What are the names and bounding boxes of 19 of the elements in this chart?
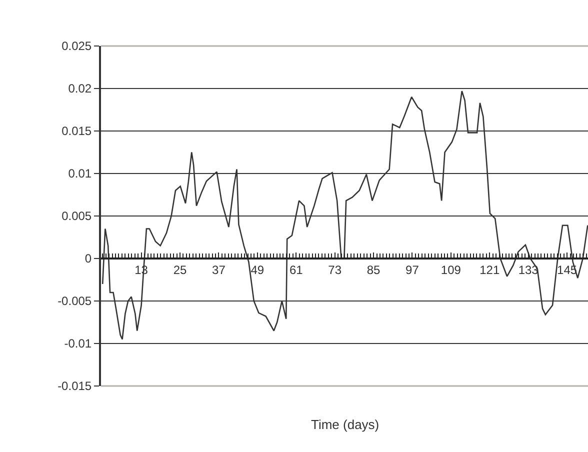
x-axis-title: Time (days) [311,417,380,432]
x-tick-label: 61 [289,262,304,277]
x-tick-label: 85 [366,262,381,277]
x-tick-label: 97 [406,262,420,277]
x-tick-label: 25 [173,262,188,277]
x-tick-label: 109 [440,262,462,277]
y-tick-label: 0.015 [62,124,92,138]
y-tick-label: 0.025 [62,39,92,54]
y-tick-label: 0.005 [62,209,92,224]
x-tick-label: 121 [480,262,500,277]
x-tick-label: 37 [212,262,226,277]
y-tick-label: -0.005 [58,294,92,308]
y-tick-label: -0.015 [58,379,92,394]
x-tick-label: 73 [328,262,342,277]
y-tick-label: 0.01 [68,166,92,181]
y-tick-label: -0.01 [64,336,92,351]
y-tick-label: 0.02 [68,82,92,96]
x-tick-label: 49 [250,262,264,277]
y-tick-label: 0 [84,252,92,266]
